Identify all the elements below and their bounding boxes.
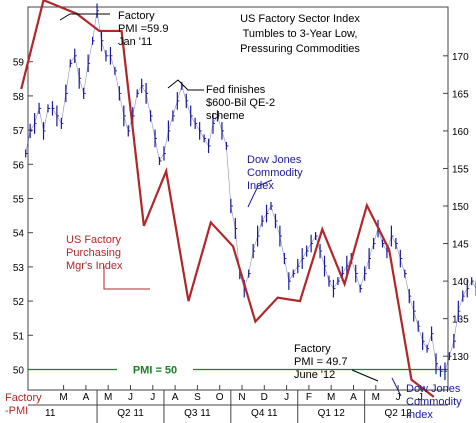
left-tick-label: 51 xyxy=(13,331,25,342)
left-tick-label: 50 xyxy=(13,365,25,376)
annotation-factory-june: Factory xyxy=(294,343,331,355)
annotation-pmi-label: Purchasing xyxy=(66,247,121,259)
month-label: O xyxy=(216,392,224,403)
right-tick-label: 150 xyxy=(452,202,469,213)
month-label: M xyxy=(327,392,335,403)
annotation-djci-mid: Index xyxy=(247,180,274,192)
annotation-factory-jan: Factory xyxy=(118,10,155,22)
annotation-leader-line xyxy=(351,369,379,382)
right-tick-label: 165 xyxy=(452,89,469,100)
reference-line-label: PMI = 50 xyxy=(133,364,177,376)
annotation-djci-bottom: Dow Jones xyxy=(406,383,461,395)
chart-title-line: Pressuring Commodities xyxy=(240,43,360,55)
month-label: J xyxy=(128,392,133,403)
quarter-label: Q2 11 xyxy=(117,408,144,419)
annotation-leaders xyxy=(59,13,402,397)
month-label: J xyxy=(284,392,289,403)
month-label: M xyxy=(372,392,380,403)
month-label: J xyxy=(150,392,155,403)
month-label: S xyxy=(194,392,201,403)
annotation-djci-bottom: Commodity xyxy=(406,396,462,408)
annotation-factory-june: June '12 xyxy=(294,369,335,381)
x-axis: M A M J J A S O N D J F M A M J J 11 Q2 11 Q3 11 Q4 11 Q1 12 Q… xyxy=(28,385,448,423)
left-tick-label: 53 xyxy=(13,263,25,274)
right-tick-label: 160 xyxy=(452,127,469,138)
right-tick-label: 140 xyxy=(452,277,469,288)
series-layer: PMI = 50 xyxy=(20,0,476,398)
right-tick-label: 155 xyxy=(452,164,469,175)
quarter-label: Q3 11 xyxy=(184,408,211,419)
series-pmi-line xyxy=(20,0,435,398)
annotation-pmi-label: Mgr's Index xyxy=(66,260,123,272)
plot-border xyxy=(27,6,449,391)
right-tick-label: 130 xyxy=(452,352,469,363)
month-label: J xyxy=(396,392,401,403)
quarter-label: Q2 12 xyxy=(384,408,412,419)
right-axis: 170 165 160 155 150 145 140 135 130 xyxy=(443,52,469,363)
series-djci-line xyxy=(25,10,476,372)
month-label: D xyxy=(261,392,268,403)
annotation-leader-line xyxy=(247,179,273,208)
left-tick-label: 54 xyxy=(13,229,25,240)
month-label: M xyxy=(104,392,112,403)
annotation-factory-jan: Jan '11 xyxy=(118,36,152,48)
month-label: J xyxy=(418,392,423,403)
left-axis-bottom-label: Factory-PMI xyxy=(5,392,42,417)
annotation-leader-line xyxy=(167,79,204,91)
month-label: A xyxy=(172,392,179,403)
annotation-leader-line xyxy=(59,13,110,21)
month-label: A xyxy=(83,392,90,403)
annotation-factory-june: PMI = 49.7 xyxy=(294,356,348,368)
annotation-djci-mid: Dow Jones xyxy=(247,154,302,166)
quarter-label: Q4 11 xyxy=(251,408,278,419)
left-tick-label: 58 xyxy=(13,92,25,103)
right-tick-label: 170 xyxy=(452,52,469,63)
left-tick-label: 59 xyxy=(13,58,25,69)
quarter-label: 11 xyxy=(45,408,56,419)
annotation-leader-line xyxy=(391,377,402,397)
series-djci-group xyxy=(25,3,476,381)
chart-title: US Factory Sector Index Tumbles to 3-Year… xyxy=(240,13,360,55)
month-label: M xyxy=(59,392,67,403)
annotation-djci-mid: Commodity xyxy=(247,167,303,179)
annotation-pmi-label: US Factory xyxy=(66,234,122,246)
annotation-djci-bottom: Index xyxy=(406,409,433,421)
left-tick-label: 57 xyxy=(13,126,25,137)
month-label: N xyxy=(238,392,245,403)
quarter-label: Q1 12 xyxy=(318,408,346,419)
annotation-fed-qe2: scheme xyxy=(206,110,245,122)
chart-title-line: US Factory Sector Index xyxy=(240,13,360,25)
annotation-fed-qe2: Fed finishes xyxy=(206,84,266,96)
annotation-factory-jan: PMI =59.9 xyxy=(118,23,168,35)
chart-title-line: Tumbles to 3-Year Low, xyxy=(243,28,358,40)
left-tick-label: 55 xyxy=(13,195,25,206)
left-axis-label: Factory xyxy=(5,392,42,404)
reference-label-background xyxy=(117,361,193,378)
right-tick-label: 135 xyxy=(452,315,469,326)
left-tick-label: 56 xyxy=(13,160,25,171)
left-tick-label: 52 xyxy=(13,297,25,308)
right-tick-label: 145 xyxy=(452,240,469,251)
month-label: F xyxy=(306,392,312,403)
left-axis: 59 58 57 56 55 54 53 52 51 50 xyxy=(13,58,33,376)
left-axis-label: -PMI xyxy=(5,405,28,417)
annotation-fed-qe2: $600-Bil QE-2 xyxy=(206,97,275,109)
month-label: A xyxy=(350,392,357,403)
annotation-leader-line xyxy=(103,266,150,290)
